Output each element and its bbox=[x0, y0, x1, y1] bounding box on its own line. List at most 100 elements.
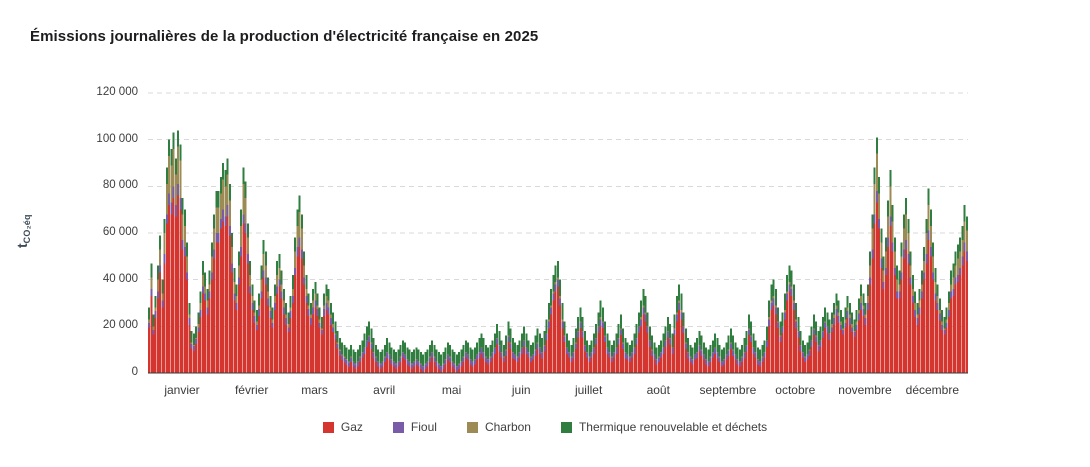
bar-segment[interactable] bbox=[484, 356, 487, 358]
bar-segment[interactable] bbox=[543, 345, 546, 346]
bar-segment[interactable] bbox=[900, 256, 903, 273]
bar-segment[interactable] bbox=[734, 342, 737, 355]
bar-segment[interactable] bbox=[309, 303, 312, 315]
bar-segment[interactable] bbox=[914, 291, 917, 303]
bar-segment[interactable] bbox=[197, 327, 200, 333]
bar-segment[interactable] bbox=[929, 226, 932, 247]
bar-segment[interactable] bbox=[446, 342, 449, 355]
bar-segment[interactable] bbox=[765, 340, 768, 342]
bar-segment[interactable] bbox=[754, 352, 757, 358]
bar-segment[interactable] bbox=[534, 350, 537, 357]
bar-segment[interactable] bbox=[642, 305, 645, 308]
bar-segment[interactable] bbox=[833, 325, 836, 373]
bar-segment[interactable] bbox=[653, 354, 656, 356]
bar-segment[interactable] bbox=[565, 347, 568, 349]
bar-segment[interactable] bbox=[720, 349, 723, 362]
legend-item-gaz[interactable]: Gaz bbox=[322, 420, 363, 434]
bar-segment[interactable] bbox=[768, 300, 771, 317]
bar-segment[interactable] bbox=[572, 352, 575, 353]
bar-segment[interactable] bbox=[655, 364, 658, 373]
bar-segment[interactable] bbox=[165, 167, 168, 184]
bar-segment[interactable] bbox=[777, 321, 780, 323]
bar-segment[interactable] bbox=[498, 351, 501, 373]
bar-segment[interactable] bbox=[148, 322, 150, 328]
bar-segment[interactable] bbox=[572, 352, 575, 359]
bar-segment[interactable] bbox=[318, 307, 321, 320]
bar-segment[interactable] bbox=[156, 265, 159, 280]
bar-segment[interactable] bbox=[419, 352, 422, 364]
bar-segment[interactable] bbox=[325, 310, 328, 373]
bar-segment[interactable] bbox=[801, 357, 804, 373]
bar-segment[interactable] bbox=[777, 307, 780, 322]
bar-segment[interactable] bbox=[534, 349, 537, 351]
bar-segment[interactable] bbox=[334, 334, 337, 340]
bar-segment[interactable] bbox=[489, 362, 492, 373]
bar-segment[interactable] bbox=[714, 353, 717, 373]
bar-segment[interactable] bbox=[702, 355, 705, 360]
bar-segment[interactable] bbox=[631, 352, 634, 358]
bar-segment[interactable] bbox=[613, 340, 616, 352]
bar-segment[interactable] bbox=[493, 353, 496, 373]
bar-segment[interactable] bbox=[954, 251, 957, 266]
bar-segment[interactable] bbox=[505, 349, 508, 351]
bar-segment[interactable] bbox=[626, 355, 629, 360]
bar-segment[interactable] bbox=[590, 340, 593, 352]
bar-segment[interactable] bbox=[361, 340, 364, 352]
bar-segment[interactable] bbox=[884, 268, 887, 275]
bar-segment[interactable] bbox=[550, 307, 553, 315]
bar-segment[interactable] bbox=[514, 354, 517, 356]
bar-segment[interactable] bbox=[779, 336, 782, 343]
bar-segment[interactable] bbox=[309, 314, 312, 319]
bar-segment[interactable] bbox=[925, 263, 928, 373]
bar-segment[interactable] bbox=[471, 366, 474, 373]
bar-segment[interactable] bbox=[774, 314, 777, 373]
bar-segment[interactable] bbox=[956, 258, 959, 275]
bar-segment[interactable] bbox=[595, 324, 598, 338]
bar-segment[interactable] bbox=[761, 356, 764, 358]
bar-segment[interactable] bbox=[433, 362, 436, 373]
bar-segment[interactable] bbox=[923, 247, 926, 261]
bar-segment[interactable] bbox=[615, 333, 618, 348]
bar-segment[interactable] bbox=[307, 308, 310, 316]
bar-segment[interactable] bbox=[846, 307, 849, 312]
bar-segment[interactable] bbox=[893, 251, 896, 268]
bar-segment[interactable] bbox=[518, 352, 521, 353]
bar-segment[interactable] bbox=[419, 363, 422, 365]
bar-segment[interactable] bbox=[934, 300, 937, 373]
bar-segment[interactable] bbox=[893, 268, 896, 275]
bar-segment[interactable] bbox=[233, 300, 236, 373]
bar-segment[interactable] bbox=[920, 270, 923, 285]
bar-segment[interactable] bbox=[471, 361, 474, 363]
bar-segment[interactable] bbox=[271, 322, 274, 328]
bar-segment[interactable] bbox=[772, 305, 775, 373]
bar-segment[interactable] bbox=[228, 226, 231, 236]
bar-segment[interactable] bbox=[795, 328, 798, 373]
bar-segment[interactable] bbox=[747, 314, 750, 329]
bar-segment[interactable] bbox=[498, 345, 501, 346]
bar-segment[interactable] bbox=[222, 209, 225, 222]
bar-segment[interactable] bbox=[945, 319, 948, 323]
bar-segment[interactable] bbox=[905, 240, 908, 250]
bar-segment[interactable] bbox=[880, 268, 883, 373]
bar-segment[interactable] bbox=[469, 359, 472, 365]
bar-segment[interactable] bbox=[476, 359, 478, 373]
bar-segment[interactable] bbox=[729, 342, 732, 344]
bar-segment[interactable] bbox=[188, 314, 191, 319]
bar-segment[interactable] bbox=[905, 214, 908, 240]
bar-segment[interactable] bbox=[716, 352, 719, 359]
bar-segment[interactable] bbox=[500, 352, 503, 358]
bar-segment[interactable] bbox=[156, 298, 159, 373]
bar-segment[interactable] bbox=[294, 251, 297, 268]
bar-segment[interactable] bbox=[911, 289, 914, 296]
bar-segment[interactable] bbox=[875, 191, 878, 203]
bar-segment[interactable] bbox=[251, 310, 254, 373]
bar-segment[interactable] bbox=[363, 333, 366, 348]
bar-segment[interactable] bbox=[666, 317, 669, 331]
bar-segment[interactable] bbox=[781, 332, 784, 373]
bar-segment[interactable] bbox=[848, 314, 851, 319]
bar-segment[interactable] bbox=[635, 338, 638, 345]
bar-segment[interactable] bbox=[206, 314, 209, 373]
bar-segment[interactable] bbox=[226, 174, 229, 205]
bar-segment[interactable] bbox=[431, 340, 434, 352]
bar-segment[interactable] bbox=[401, 357, 404, 373]
